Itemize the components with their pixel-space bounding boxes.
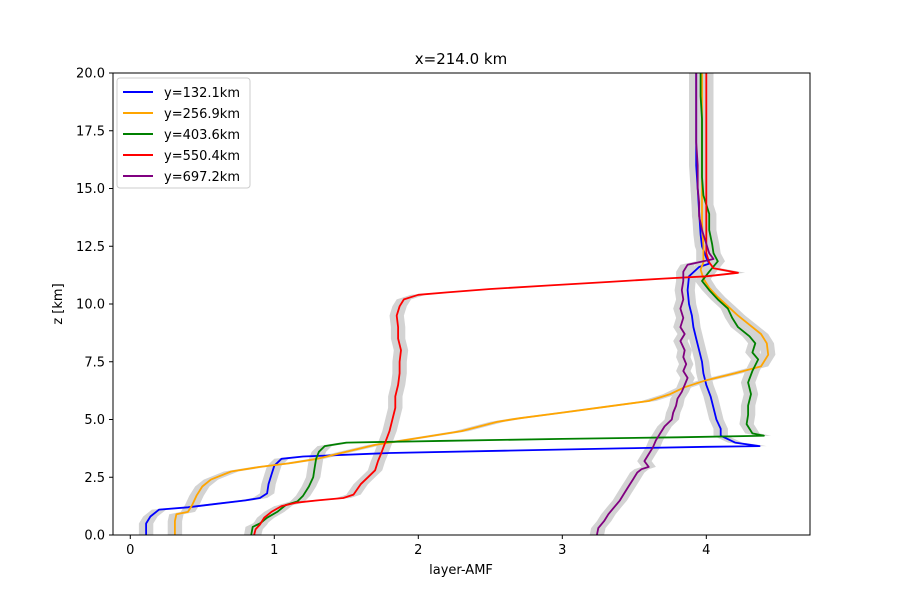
- y-axis-label: z [km]: [51, 283, 66, 324]
- y-tick-label: 12.5: [76, 240, 105, 255]
- y-tick-label: 10.0: [76, 298, 105, 313]
- y-axis: 0.0 2.5 5.0 7.5 10.0 12.5 15.0 17.5 20.0: [76, 67, 113, 544]
- y-tick-label: 5.0: [84, 413, 105, 428]
- x-axis-label: layer-AMF: [429, 563, 493, 578]
- legend-label: y=550.4km: [164, 149, 240, 164]
- x-tick-label: 1: [270, 543, 278, 558]
- series-lines: [145, 73, 770, 536]
- x-tick-label: 3: [558, 543, 566, 558]
- y-tick-label: 0.0: [84, 529, 105, 544]
- x-tick-label: 4: [702, 543, 710, 558]
- legend-label: y=132.1km: [164, 86, 240, 101]
- chart-title: x=214.0 km: [415, 50, 507, 68]
- series-line-5: [596, 73, 715, 536]
- x-axis: 0 1 2 3 4: [126, 535, 710, 558]
- legend-label: y=697.2km: [164, 170, 240, 185]
- x-tick-label: 2: [414, 543, 422, 558]
- legend-box: [116, 77, 251, 189]
- x-tick-label: 0: [126, 543, 134, 558]
- y-tick-label: 17.5: [76, 124, 105, 139]
- legend: y=132.1km y=256.9km y=403.6km y=550.4km y=69…: [116, 77, 251, 189]
- series-line-3: [250, 73, 765, 536]
- y-tick-label: 15.0: [76, 182, 105, 197]
- series-line-4: [253, 73, 739, 536]
- y-tick-label: 7.5: [84, 355, 105, 370]
- series-line-1: [145, 73, 761, 535]
- y-tick-label: 20.0: [76, 67, 105, 82]
- y-tick-label: 2.5: [84, 471, 105, 486]
- legend-label: y=256.9km: [164, 107, 240, 122]
- legend-label: y=403.6km: [164, 128, 240, 143]
